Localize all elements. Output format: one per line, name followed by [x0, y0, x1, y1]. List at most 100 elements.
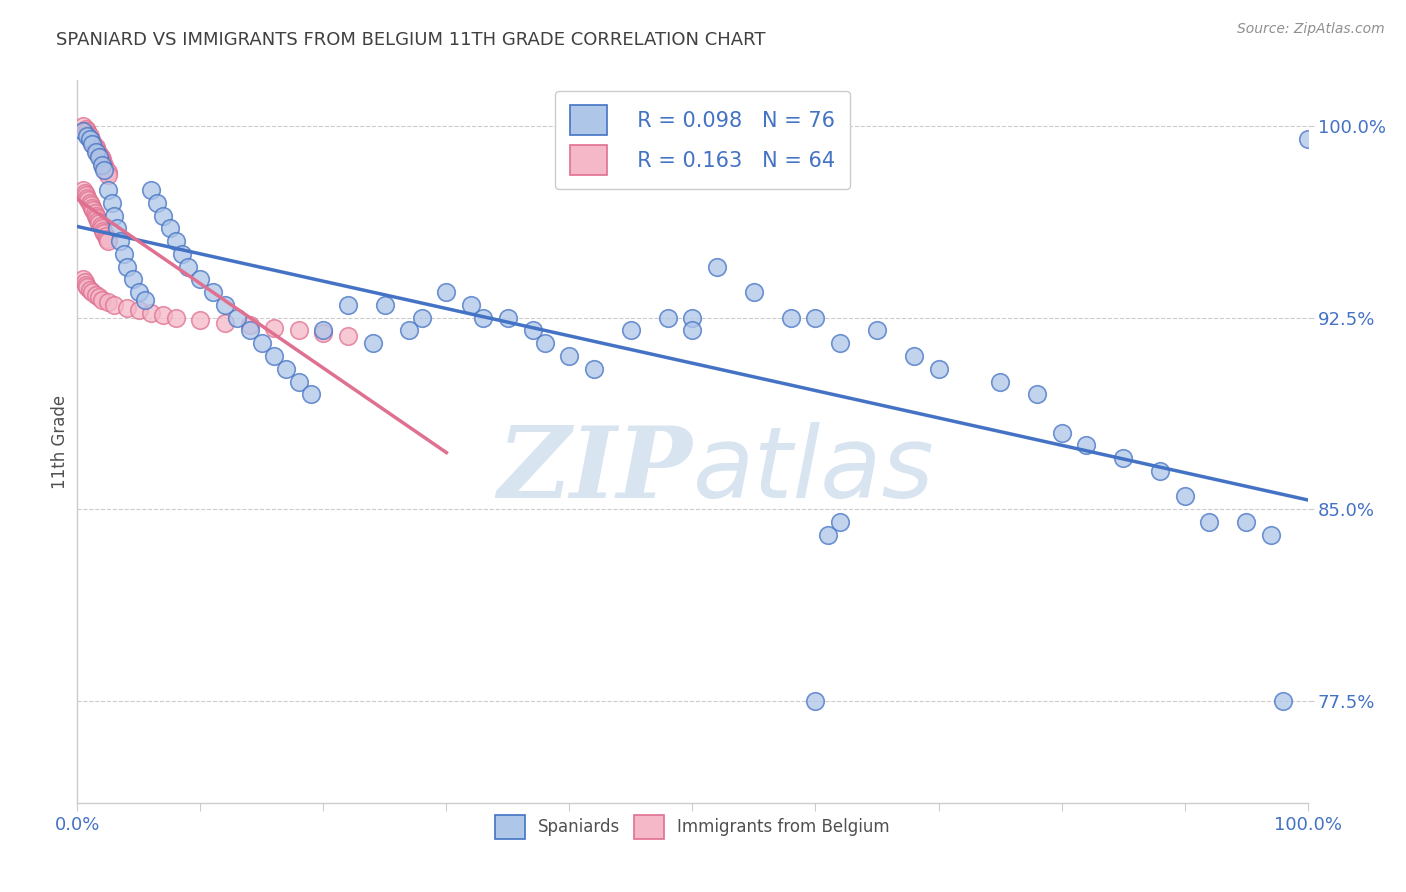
- Point: [90, 150, 112, 164]
- Point: [89, 216, 111, 230]
- Point: [72, 183, 94, 197]
- Point: [250, 336, 273, 351]
- Point: [94, 229, 117, 244]
- Point: [141, 183, 163, 197]
- Point: [288, 323, 311, 337]
- Point: [96, 231, 118, 245]
- Point: [263, 349, 285, 363]
- Text: Source: ZipAtlas.com: Source: ZipAtlas.com: [1237, 22, 1385, 37]
- Point: [89, 150, 111, 164]
- Point: [159, 221, 181, 235]
- Point: [97, 168, 120, 182]
- Point: [93, 160, 115, 174]
- Point: [115, 260, 138, 274]
- Point: [558, 349, 581, 363]
- Point: [76, 124, 98, 138]
- Point: [121, 272, 143, 286]
- Point: [1198, 515, 1220, 529]
- Point: [79, 195, 101, 210]
- Point: [90, 153, 114, 167]
- Point: [90, 155, 114, 169]
- Point: [93, 162, 115, 177]
- Point: [112, 247, 135, 261]
- Point: [1149, 464, 1171, 478]
- Point: [79, 129, 101, 144]
- Point: [188, 272, 212, 286]
- Point: [188, 313, 212, 327]
- Point: [804, 694, 827, 708]
- Point: [436, 285, 458, 300]
- Point: [928, 361, 950, 376]
- Point: [83, 206, 105, 220]
- Point: [84, 142, 107, 156]
- Point: [1050, 425, 1073, 440]
- Point: [87, 213, 110, 227]
- Point: [170, 247, 193, 261]
- Point: [75, 188, 97, 202]
- Point: [128, 285, 150, 300]
- Point: [79, 132, 101, 146]
- Point: [72, 272, 94, 286]
- Point: [97, 295, 120, 310]
- Point: [1076, 438, 1098, 452]
- Y-axis label: 11th Grade: 11th Grade: [51, 394, 69, 489]
- Point: [682, 323, 704, 337]
- Point: [75, 277, 97, 292]
- Point: [152, 209, 174, 223]
- Point: [165, 310, 187, 325]
- Point: [177, 260, 200, 274]
- Point: [817, 527, 839, 541]
- Point: [82, 137, 104, 152]
- Point: [86, 145, 108, 159]
- Point: [152, 308, 174, 322]
- Text: SPANIARD VS IMMIGRANTS FROM BELGIUM 11TH GRADE CORRELATION CHART: SPANIARD VS IMMIGRANTS FROM BELGIUM 11TH…: [56, 31, 766, 49]
- Point: [101, 195, 124, 210]
- Point: [89, 147, 111, 161]
- Point: [93, 157, 115, 171]
- Point: [97, 234, 120, 248]
- Point: [76, 129, 98, 144]
- Point: [84, 139, 107, 153]
- Point: [682, 310, 704, 325]
- Point: [82, 203, 104, 218]
- Point: [79, 283, 101, 297]
- Point: [620, 323, 643, 337]
- Point: [1026, 387, 1049, 401]
- Point: [1234, 515, 1257, 529]
- Point: [361, 336, 384, 351]
- Point: [75, 121, 97, 136]
- Point: [76, 280, 98, 294]
- Point: [90, 221, 114, 235]
- Point: [72, 120, 94, 134]
- Point: [411, 310, 433, 325]
- Point: [86, 211, 108, 226]
- Point: [76, 191, 98, 205]
- Point: [988, 375, 1011, 389]
- Text: atlas: atlas: [693, 422, 934, 519]
- Point: [110, 234, 132, 248]
- Point: [288, 375, 311, 389]
- Point: [472, 310, 495, 325]
- Point: [84, 209, 107, 223]
- Point: [84, 145, 107, 159]
- Point: [460, 298, 482, 312]
- Point: [657, 310, 679, 325]
- Point: [82, 137, 104, 152]
- Point: [82, 135, 104, 149]
- Point: [1272, 694, 1295, 708]
- Point: [276, 361, 298, 376]
- Point: [94, 162, 117, 177]
- Text: ZIP: ZIP: [498, 422, 693, 518]
- Point: [128, 303, 150, 318]
- Point: [115, 301, 138, 315]
- Point: [239, 318, 262, 333]
- Point: [903, 349, 925, 363]
- Point: [804, 310, 827, 325]
- Point: [780, 310, 803, 325]
- Point: [522, 323, 544, 337]
- Point: [374, 298, 396, 312]
- Point: [141, 305, 163, 319]
- Point: [830, 515, 852, 529]
- Point: [93, 227, 115, 241]
- Point: [1260, 527, 1282, 541]
